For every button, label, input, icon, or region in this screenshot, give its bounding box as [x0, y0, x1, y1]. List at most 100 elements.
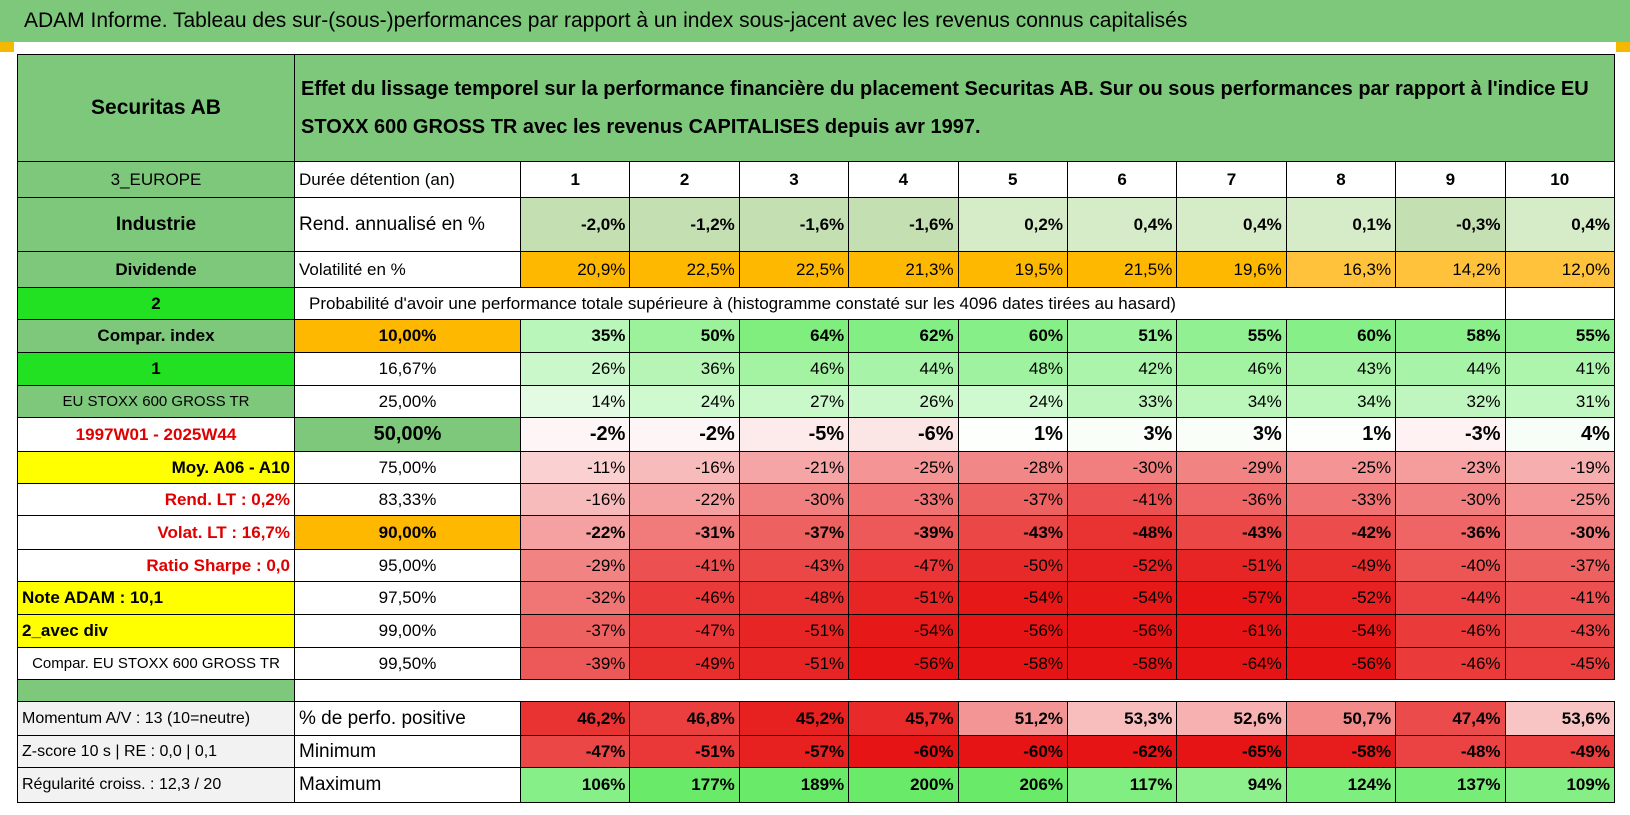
- probability-value: -2%: [519, 417, 631, 452]
- table-row: Rend. LT : 0,2% 83,33% -16% -22% -30% -33% -37…: [17, 483, 1615, 516]
- probability-value: -3%: [1395, 417, 1506, 452]
- stat-value: 46,2%: [519, 701, 631, 736]
- probability-value: -6%: [848, 417, 959, 452]
- threshold: 95,00%: [294, 549, 521, 582]
- stat-value: -51%: [629, 735, 740, 768]
- stat-value: 177%: [629, 767, 740, 803]
- table-row: Compar. EU STOXX 600 GROSS TR 99,50% -39% -…: [17, 647, 1615, 680]
- threshold: 75,00%: [294, 451, 521, 484]
- probability-value: 14%: [519, 385, 631, 418]
- side-label: Moy. A06 - A10: [17, 451, 295, 484]
- probability-value: -36%: [1395, 515, 1506, 550]
- region: 3_EUROPE: [17, 161, 295, 198]
- probability-value: -57%: [1176, 581, 1287, 615]
- year-header: 8: [1285, 161, 1397, 198]
- probability-value: 27%: [738, 385, 850, 418]
- return-value: -1,6%: [848, 197, 959, 252]
- probability-value: 36%: [629, 352, 740, 386]
- side-label: EU STOXX 600 GROSS TR: [17, 385, 295, 418]
- threshold: 99,50%: [294, 647, 521, 680]
- probability-value: 46%: [738, 352, 850, 386]
- probability-value: 42%: [1066, 352, 1178, 386]
- empty-cell: [1504, 287, 1615, 320]
- probability-value: -22%: [519, 515, 631, 550]
- table-row: [17, 679, 1615, 702]
- side-label: Note ADAM : 10,1: [17, 581, 295, 615]
- side-label: Compar. EU STOXX 600 GROSS TR: [17, 647, 295, 680]
- stat-value: -57%: [738, 735, 850, 768]
- probability-value: -11%: [519, 451, 631, 484]
- side-label: Volat. LT : 16,7%: [17, 515, 295, 550]
- probability-value: 44%: [848, 352, 959, 386]
- probability-value: -43%: [1504, 614, 1615, 648]
- return-value: 0,2%: [957, 197, 1068, 252]
- probability-value: -51%: [738, 647, 850, 680]
- probability-value: 44%: [1395, 352, 1506, 386]
- probability-value: 26%: [848, 385, 959, 418]
- probability-value: -49%: [629, 647, 740, 680]
- table-row: Dividende Volatilité en % 20,9% 22,5% 22,5% 2…: [17, 251, 1615, 288]
- stat-value: 206%: [957, 767, 1068, 803]
- table-row: 2_avec div 99,00% -37% -47% -51% -54% -56% -56%…: [17, 614, 1615, 648]
- separator: [295, 680, 1615, 702]
- probability-value: -30%: [1066, 451, 1178, 484]
- threshold: 97,50%: [294, 581, 521, 615]
- stat-value: 200%: [848, 767, 959, 803]
- probability-value: -56%: [848, 647, 959, 680]
- stat-value: -60%: [848, 735, 959, 768]
- probability-value: -48%: [1066, 515, 1178, 550]
- probability-value: -39%: [519, 647, 631, 680]
- row-label: Minimum: [294, 735, 521, 768]
- side-label: Ratio Sharpe : 0,0: [17, 549, 295, 582]
- stat-side-label: Régularité croiss. : 12,3 / 20: [17, 767, 295, 803]
- probability-value: -29%: [1176, 451, 1287, 484]
- probability-value: -30%: [1504, 515, 1615, 550]
- row-label: Volatilité en %: [294, 251, 521, 288]
- performance-table: Securitas AB Effet du lissage temporel su…: [17, 54, 1615, 803]
- volatility-value: 20,9%: [519, 251, 631, 288]
- probability-value: -46%: [629, 581, 740, 615]
- probability-value: -25%: [1285, 451, 1397, 484]
- year-header: 1: [519, 161, 631, 198]
- stat-value: 189%: [738, 767, 850, 803]
- probability-value: -37%: [738, 515, 850, 550]
- probability-value: 41%: [1504, 352, 1615, 386]
- table-row: Note ADAM : 10,1 97,50% -32% -46% -48% -51% -5…: [17, 581, 1615, 615]
- probability-value: 46%: [1176, 352, 1287, 386]
- probability-value: -22%: [629, 483, 740, 516]
- return-value: -1,6%: [738, 197, 850, 252]
- probability-value: -39%: [848, 515, 959, 550]
- stat-value: 52,6%: [1176, 701, 1287, 736]
- stat-value: -48%: [1395, 735, 1506, 768]
- stat-value: 45,7%: [848, 701, 959, 736]
- volatility-value: 19,6%: [1176, 251, 1287, 288]
- stat-value: -65%: [1176, 735, 1287, 768]
- probability-value: -54%: [1066, 581, 1178, 615]
- year-header: 10: [1504, 161, 1615, 198]
- probability-value: 55%: [1176, 319, 1287, 353]
- volatility-value: 16,3%: [1285, 251, 1397, 288]
- stat-value: -47%: [519, 735, 631, 768]
- stat-value: 45,2%: [738, 701, 850, 736]
- table-row: Volat. LT : 16,7% 90,00% -22% -31% -37% -39% -…: [17, 515, 1615, 550]
- side-label: 2_avec div: [17, 614, 295, 648]
- return-value: -0,3%: [1395, 197, 1506, 252]
- probability-value: -46%: [1395, 647, 1506, 680]
- table-row: Z-score 10 s | RE : 0,0 | 0,1 Minimum -47%…: [17, 735, 1615, 768]
- probability-value: 48%: [957, 352, 1068, 386]
- return-value: -1,2%: [629, 197, 740, 252]
- return-value: 0,4%: [1504, 197, 1615, 252]
- probability-value: -41%: [1066, 483, 1178, 516]
- threshold: 25,00%: [294, 385, 521, 418]
- probability-value: 3%: [1176, 417, 1287, 452]
- probability-value: -42%: [1285, 515, 1397, 550]
- probability-value: -41%: [629, 549, 740, 582]
- probability-value: -37%: [957, 483, 1068, 516]
- probability-value: -29%: [519, 549, 631, 582]
- row-label: Rend. annualisé en %: [294, 197, 521, 252]
- table-row: EU STOXX 600 GROSS TR 25,00% 14% 24% 27% 26% 2…: [17, 385, 1615, 418]
- stat-value: 53,6%: [1504, 701, 1615, 736]
- probability-value: 58%: [1395, 319, 1506, 353]
- threshold: 50,00%: [294, 417, 521, 452]
- probability-value: -21%: [738, 451, 850, 484]
